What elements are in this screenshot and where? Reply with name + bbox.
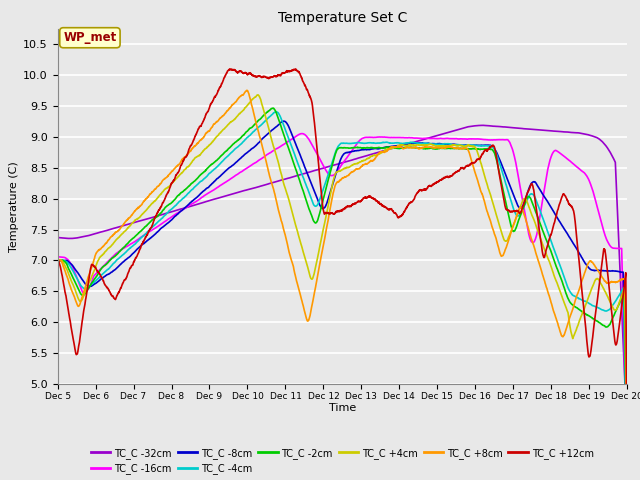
TC_C -8cm <box>213 176 221 182</box>
TC_C +4cm <box>253 92 261 98</box>
TC_C -2cm <box>269 105 276 111</box>
Legend: TC_C -32cm, TC_C -16cm, TC_C -8cm, TC_C -4cm, TC_C -2cm, TC_C +4cm, TC_C +8cm, T: TC_C -32cm, TC_C -16cm, TC_C -8cm, TC_C … <box>87 444 598 479</box>
TC_C -4cm <box>54 259 61 264</box>
TC_C -16cm <box>176 209 184 215</box>
TC_C +4cm <box>176 172 184 178</box>
Title: Temperature Set C: Temperature Set C <box>278 11 407 25</box>
TC_C -16cm <box>54 254 61 260</box>
TC_C +8cm <box>570 305 577 311</box>
TC_C -2cm <box>54 258 61 264</box>
TC_C +12cm <box>176 166 184 172</box>
TC_C -4cm <box>570 293 577 299</box>
TC_C -16cm <box>623 469 631 475</box>
TC_C +4cm <box>570 335 577 340</box>
TC_C -4cm <box>623 472 631 478</box>
TC_C -16cm <box>398 135 406 141</box>
TC_C -32cm <box>623 431 631 437</box>
TC_C +12cm <box>408 199 416 205</box>
TC_C -2cm <box>213 157 221 163</box>
TC_C -8cm <box>398 143 406 148</box>
TC_C -4cm <box>398 141 406 146</box>
TC_C -32cm <box>213 196 221 202</box>
TC_C -8cm <box>570 240 577 246</box>
TC_C -2cm <box>623 470 631 476</box>
TC_C -32cm <box>570 130 577 135</box>
TC_C -8cm <box>280 118 287 124</box>
TC_C -8cm <box>176 209 184 215</box>
TC_C -32cm <box>398 143 406 149</box>
TC_C -8cm <box>623 463 631 469</box>
TC_C -4cm <box>176 198 184 204</box>
TC_C -2cm <box>570 302 577 308</box>
TC_C -16cm <box>623 456 631 462</box>
TC_C -16cm <box>299 131 307 136</box>
TC_C +12cm <box>623 433 631 439</box>
TC_C +8cm <box>176 161 184 167</box>
TC_C +12cm <box>226 66 234 72</box>
TC_C -32cm <box>176 206 184 212</box>
TC_C -16cm <box>213 185 221 191</box>
TC_C -4cm <box>273 109 280 115</box>
TC_C -32cm <box>54 235 61 240</box>
TC_C -32cm <box>623 424 631 430</box>
Line: TC_C +8cm: TC_C +8cm <box>58 90 627 480</box>
TC_C +4cm <box>623 458 631 464</box>
TC_C +4cm <box>213 134 221 140</box>
TC_C -16cm <box>570 161 577 167</box>
TC_C +12cm <box>398 212 406 217</box>
TC_C +12cm <box>54 257 61 263</box>
TC_C +4cm <box>408 142 416 148</box>
TC_C -32cm <box>408 140 416 146</box>
TC_C -2cm <box>176 192 184 197</box>
TC_C +8cm <box>398 145 406 151</box>
Y-axis label: Temperature (C): Temperature (C) <box>9 161 19 252</box>
TC_C +8cm <box>243 87 251 93</box>
TC_C +12cm <box>570 207 577 213</box>
TC_C -2cm <box>408 144 416 150</box>
TC_C +8cm <box>623 458 631 464</box>
TC_C +4cm <box>398 142 406 148</box>
Line: TC_C -32cm: TC_C -32cm <box>58 125 627 434</box>
TC_C -16cm <box>408 135 416 141</box>
TC_C -4cm <box>408 140 416 145</box>
TC_C +12cm <box>213 92 221 97</box>
TC_C -32cm <box>479 122 486 128</box>
TC_C +8cm <box>213 119 221 125</box>
Line: TC_C -2cm: TC_C -2cm <box>58 108 627 480</box>
Line: TC_C -8cm: TC_C -8cm <box>58 121 627 480</box>
Line: TC_C +4cm: TC_C +4cm <box>58 95 627 480</box>
X-axis label: Time: Time <box>329 403 356 413</box>
TC_C -8cm <box>54 258 61 264</box>
TC_C +8cm <box>408 145 416 151</box>
TC_C +4cm <box>54 257 61 263</box>
TC_C +8cm <box>54 259 61 264</box>
Line: TC_C -16cm: TC_C -16cm <box>58 133 627 472</box>
TC_C -2cm <box>398 145 406 151</box>
Line: TC_C +12cm: TC_C +12cm <box>58 69 627 480</box>
TC_C -4cm <box>213 164 221 170</box>
Text: WP_met: WP_met <box>63 31 116 44</box>
Line: TC_C -4cm: TC_C -4cm <box>58 112 627 480</box>
TC_C -8cm <box>408 141 416 146</box>
